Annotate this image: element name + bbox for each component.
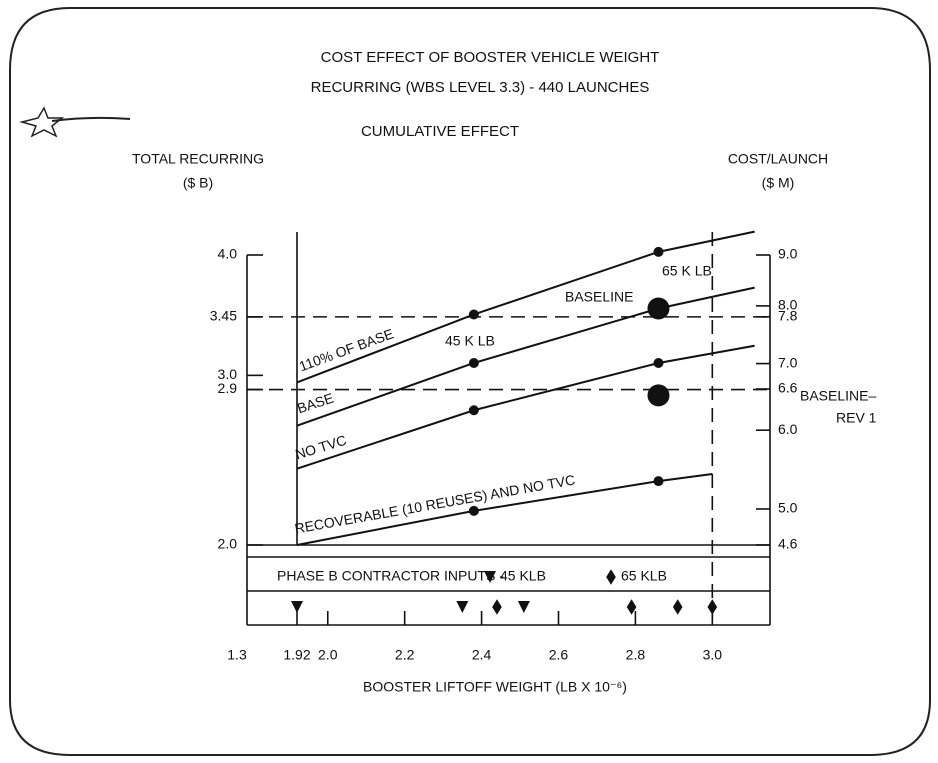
input-marker: [517, 601, 530, 613]
x-tick-label: 2.8: [626, 647, 646, 663]
series-line: [296, 230, 755, 384]
y2-tick-label: 8.0: [778, 297, 798, 313]
input-marker: [456, 601, 469, 613]
y-tick-label: 4.0: [218, 246, 238, 262]
y2-tick-label: 7.8: [778, 308, 798, 324]
annotation: 45 K LB: [445, 333, 495, 349]
x-break-label: 1.3: [227, 647, 247, 663]
y2-tick-label: 6.6: [778, 380, 798, 396]
input-marker: [672, 599, 683, 615]
y-axis-label: ($ B): [183, 175, 213, 191]
input-marker: [626, 599, 637, 615]
annotation: BASELINE: [565, 289, 633, 305]
data-point: [653, 476, 664, 487]
line-label: BASE: [295, 390, 335, 417]
y-axis-label: TOTAL RECURRING: [132, 151, 264, 167]
legend-title: PHASE B CONTRACTOR INPUTS -: [277, 568, 504, 584]
legend-symbol: [606, 569, 616, 585]
data-point: [653, 357, 664, 368]
chart-subtitle: RECURRING (WBS LEVEL 3.3) - 440 LAUNCHES: [311, 79, 650, 96]
data-point: [468, 357, 479, 368]
y-tick-label: 3.0: [218, 366, 238, 382]
input-marker: [707, 599, 718, 615]
data-point: [468, 309, 479, 320]
x-tick-label: 2.0: [318, 647, 338, 663]
x-tick-label: 2.4: [472, 647, 492, 663]
series-line: [296, 286, 755, 427]
y2-tick-label: 7.0: [778, 354, 798, 370]
x-tick-label: 3.0: [703, 647, 723, 663]
series-line: [296, 472, 713, 546]
y2-tick-label: 9.0: [778, 246, 798, 262]
series-line: [296, 344, 755, 470]
y-tick-label: 2.0: [218, 536, 238, 552]
legend-label: 65 KLB: [621, 568, 667, 584]
frame: [9, 7, 931, 756]
data-point: [653, 246, 664, 257]
line-label: NO TVC: [293, 432, 348, 463]
y2-tick-label: 6.0: [778, 421, 798, 437]
x-tick-label: 1.92: [283, 647, 310, 663]
legend-symbol: [484, 571, 496, 583]
x-axis-label: BOOSTER LIFTOFF WEIGHT (LB X 10⁻⁶): [363, 679, 627, 695]
highlight-point: [647, 384, 670, 407]
annotation: BASELINE–: [800, 388, 876, 404]
input-marker: [492, 599, 502, 615]
y-tick-label: 3.45: [210, 308, 237, 324]
y2-tick-label: 5.0: [778, 500, 798, 516]
x-tick-label: 2.2: [395, 647, 415, 663]
y2-axis-label: ($ M): [762, 175, 795, 191]
annotation: 65 K LB: [662, 263, 712, 279]
logo: [19, 106, 131, 138]
input-marker: [290, 601, 303, 613]
data-point: [468, 405, 479, 416]
y2-axis-label: COST/LAUNCH: [728, 151, 828, 167]
data-point: [468, 505, 479, 516]
y2-tick-label: 4.6: [778, 536, 798, 552]
legend-label: 45 KLB: [500, 568, 546, 584]
highlight-point: [647, 297, 670, 320]
chart-title: COST EFFECT OF BOOSTER VEHICLE WEIGHT: [321, 49, 660, 66]
y-tick-label: 2.9: [218, 380, 238, 396]
annotation: REV 1: [836, 410, 877, 426]
line-label: RECOVERABLE (10 REUSES) AND NO TVC: [293, 471, 576, 536]
x-tick-label: 2.6: [549, 647, 569, 663]
section-title: CUMULATIVE EFFECT: [361, 123, 519, 140]
